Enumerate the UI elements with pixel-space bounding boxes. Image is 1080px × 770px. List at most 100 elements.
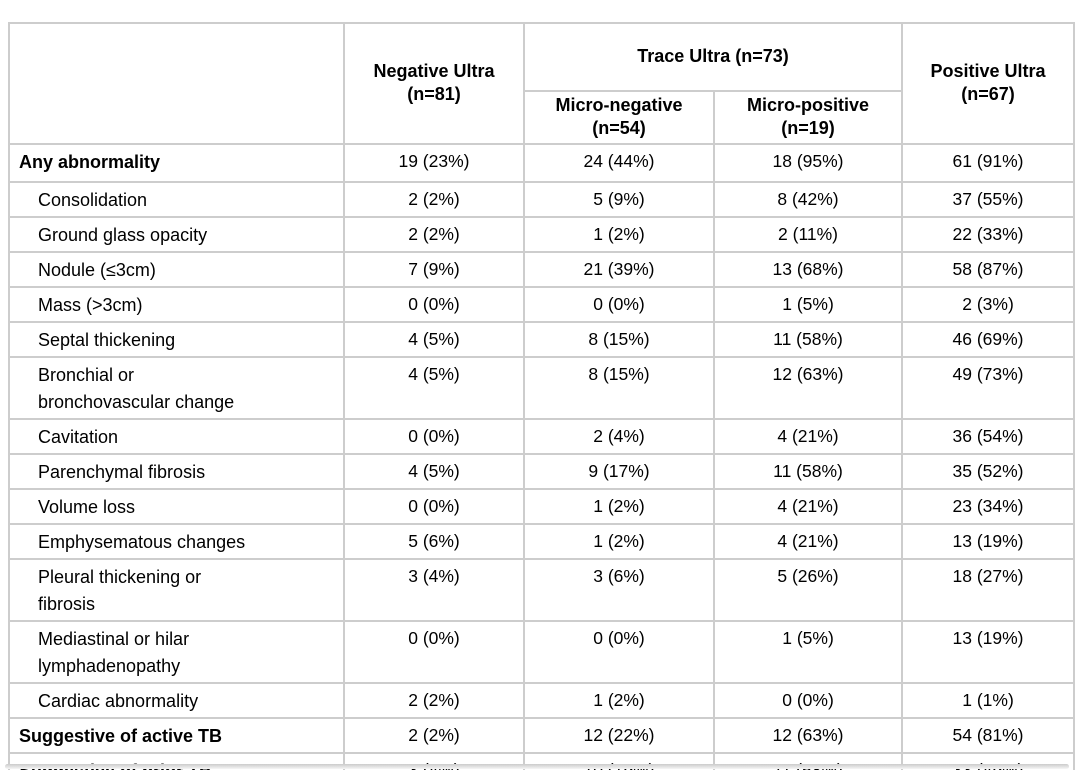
data-cell: 0 (0%) [523,285,715,323]
data-cell: 13 (68%) [712,250,904,288]
data-cell: 2 (2%) [343,716,525,754]
table-row-bronchial-change: Bronchial or bronchovascular change 4 (5… [8,355,1076,420]
row-label: Emphysematous changes [8,522,345,560]
table-row-lymphadenopathy: Mediastinal or hilar lymphadenopathy 0 (… [8,619,1076,684]
table-row-nodule: Nodule (≤3cm) 7 (9%) 21 (39%) 13 (68%) 5… [8,250,1076,288]
data-cell: 4 (21%) [712,522,904,560]
data-cell: 12 (63%) [712,355,904,420]
data-cell: 46 (69%) [901,320,1076,358]
table-row-suggestive-active-tb: Suggestive of active TB 2 (2%) 12 (22%) … [8,716,1076,754]
row-label: Any abnormality [8,142,345,183]
header-row-top: Negative Ultra (n=81) Trace Ultra (n=73)… [8,22,1076,145]
row-label: Pleural thickening or fibrosis [8,557,345,622]
data-cell: 7 (9%) [343,250,525,288]
page-edge-shadow [5,764,1069,769]
data-cell: 0 (0%) [343,487,525,525]
data-cell: 23 (34%) [901,487,1076,525]
data-cell: 2 (11%) [712,215,904,253]
data-cell: 0 (0%) [712,681,904,719]
data-cell: 4 (5%) [343,320,525,358]
data-cell: 4 (5%) [343,452,525,490]
data-cell: 4 (5%) [343,355,525,420]
data-cell: 36 (54%) [901,417,1076,455]
data-cell: 21 (39%) [523,250,715,288]
data-cell: 1 (2%) [523,215,715,253]
ct-findings-table: Negative Ultra (n=81) Trace Ultra (n=73)… [8,22,1076,770]
table-row-mass: Mass (>3cm) 0 (0%) 0 (0%) 1 (5%) 2 (3%) [8,285,1076,323]
data-cell: 2 (3%) [901,285,1076,323]
table-row-volume-loss: Volume loss 0 (0%) 1 (2%) 4 (21%) 23 (34… [8,487,1076,525]
table-row-emphysematous-changes: Emphysematous changes 5 (6%) 1 (2%) 4 (2… [8,522,1076,560]
row-label: Volume loss [8,487,345,525]
data-cell: 19 (23%) [343,142,525,183]
table-row-pleural-thickening: Pleural thickening or fibrosis 3 (4%) 3 … [8,557,1076,622]
row-label: Consolidation [8,180,345,218]
data-cell: 1 (5%) [712,619,904,684]
data-cell: 2 (2%) [343,215,525,253]
row-label: Cardiac abnormality [8,681,345,719]
data-cell: 18 (95%) [712,142,904,183]
data-cell: 1 (5%) [712,285,904,323]
table-row-septal-thickening: Septal thickening 4 (5%) 8 (15%) 11 (58%… [8,320,1076,358]
row-label: Cavitation [8,417,345,455]
data-cell: 1 (2%) [523,681,715,719]
data-cell: 11 (58%) [712,452,904,490]
data-cell: 0 (0%) [343,285,525,323]
data-cell: 2 (2%) [343,681,525,719]
data-cell: 11 (58%) [712,320,904,358]
data-cell: 24 (44%) [523,142,715,183]
data-cell: 49 (73%) [901,355,1076,420]
data-cell: 37 (55%) [901,180,1076,218]
row-label: Mediastinal or hilar lymphadenopathy [8,619,345,684]
data-cell: 5 (9%) [523,180,715,218]
data-cell: 3 (6%) [523,557,715,622]
data-cell: 2 (4%) [523,417,715,455]
data-cell: 4 (21%) [712,417,904,455]
row-label: Septal thickening [8,320,345,358]
table-row-ground-glass-opacity: Ground glass opacity 2 (2%) 1 (2%) 2 (11… [8,215,1076,253]
table-row-parenchymal-fibrosis: Parenchymal fibrosis 4 (5%) 9 (17%) 11 (… [8,452,1076,490]
table-row-cardiac-abnormality: Cardiac abnormality 2 (2%) 1 (2%) 0 (0%)… [8,681,1076,719]
header-corner-cell [8,22,345,145]
data-cell: 0 (0%) [343,619,525,684]
data-cell: 22 (33%) [901,215,1076,253]
table-row-any-abnormality: Any abnormality 19 (23%) 24 (44%) 18 (95… [8,142,1076,183]
data-cell: 8 (15%) [523,355,715,420]
data-cell: 1 (2%) [523,487,715,525]
row-label: Ground glass opacity [8,215,345,253]
header-micro-negative: Micro-negative (n=54) [523,90,715,145]
data-cell: 2 (2%) [343,180,525,218]
data-cell: 0 (0%) [523,619,715,684]
data-cell: 1 (1%) [901,681,1076,719]
ct-findings-table-wrap: Negative Ultra (n=81) Trace Ultra (n=73)… [8,22,1076,770]
data-cell: 8 (42%) [712,180,904,218]
data-cell: 35 (52%) [901,452,1076,490]
row-label: Suggestive of active TB [8,716,345,754]
data-cell: 5 (26%) [712,557,904,622]
data-cell: 58 (87%) [901,250,1076,288]
data-cell: 54 (81%) [901,716,1076,754]
data-cell: 3 (4%) [343,557,525,622]
header-positive-ultra: Positive Ultra (n=67) [901,22,1076,145]
table-row-cavitation: Cavitation 0 (0%) 2 (4%) 4 (21%) 36 (54%… [8,417,1076,455]
data-cell: 4 (21%) [712,487,904,525]
row-label: Parenchymal fibrosis [8,452,345,490]
data-cell: 61 (91%) [901,142,1076,183]
data-cell: 12 (22%) [523,716,715,754]
data-cell: 12 (63%) [712,716,904,754]
data-cell: 18 (27%) [901,557,1076,622]
table-row-consolidation: Consolidation 2 (2%) 5 (9%) 8 (42%) 37 (… [8,180,1076,218]
header-trace-ultra: Trace Ultra (n=73) [522,22,904,92]
data-cell: 5 (6%) [343,522,525,560]
row-label: Nodule (≤3cm) [8,250,345,288]
data-cell: 13 (19%) [901,522,1076,560]
header-micro-positive: Micro-positive (n=19) [712,90,904,145]
data-cell: 1 (2%) [523,522,715,560]
data-cell: 0 (0%) [343,417,525,455]
header-row-sub: Micro-negative (n=54) Micro-positive (n=… [9,90,1074,145]
data-cell: 13 (19%) [901,619,1076,684]
row-label: Bronchial or bronchovascular change [8,355,345,420]
data-cell: 9 (17%) [523,452,715,490]
row-label: Mass (>3cm) [8,285,345,323]
